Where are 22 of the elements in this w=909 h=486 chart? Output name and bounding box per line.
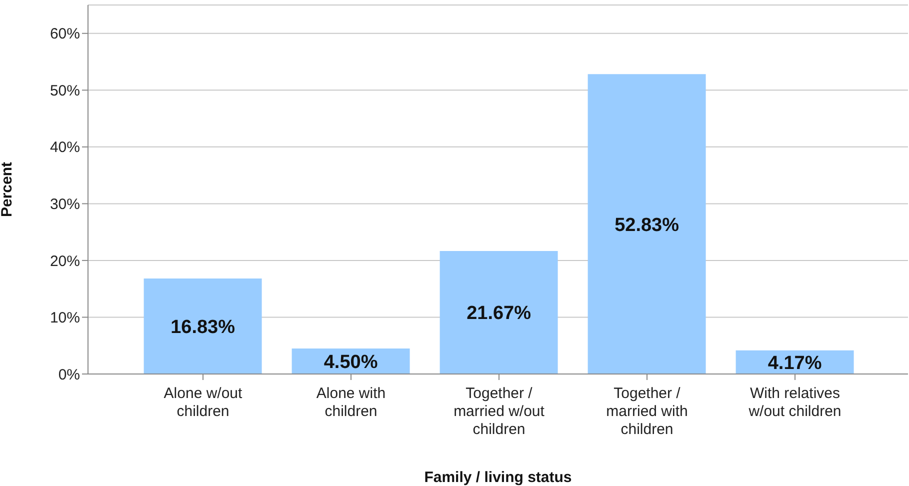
data-label: 21.67% bbox=[466, 303, 532, 324]
bar bbox=[440, 250, 558, 374]
y-axis-title: Percent bbox=[0, 162, 16, 218]
x-tick-label: Alone w/out children bbox=[164, 385, 244, 420]
x-axis-title: Family / living status bbox=[424, 469, 572, 486]
bar bbox=[144, 278, 262, 374]
y-tick-label: 0% bbox=[58, 366, 80, 384]
x-tick-label: Together / married w/out children bbox=[454, 385, 546, 438]
y-tick-label: 10% bbox=[50, 310, 80, 327]
y-tick-label: 40% bbox=[50, 139, 80, 156]
x-tick-label: With relatives w/out children bbox=[748, 385, 842, 420]
y-tick-label: 50% bbox=[50, 82, 80, 100]
data-label: 4.17% bbox=[768, 352, 822, 374]
data-label: 52.83% bbox=[614, 214, 680, 236]
bar bbox=[588, 74, 706, 374]
y-tick-label: 30% bbox=[50, 196, 80, 214]
y-tick-label: 60% bbox=[50, 26, 80, 43]
x-tick-label: Alone with children bbox=[316, 385, 386, 420]
y-tick-label: 20% bbox=[50, 252, 80, 270]
x-tick-label: Together / married with children bbox=[606, 385, 688, 438]
data-label: 4.50% bbox=[324, 352, 378, 373]
data-label: 16.83% bbox=[170, 316, 236, 338]
